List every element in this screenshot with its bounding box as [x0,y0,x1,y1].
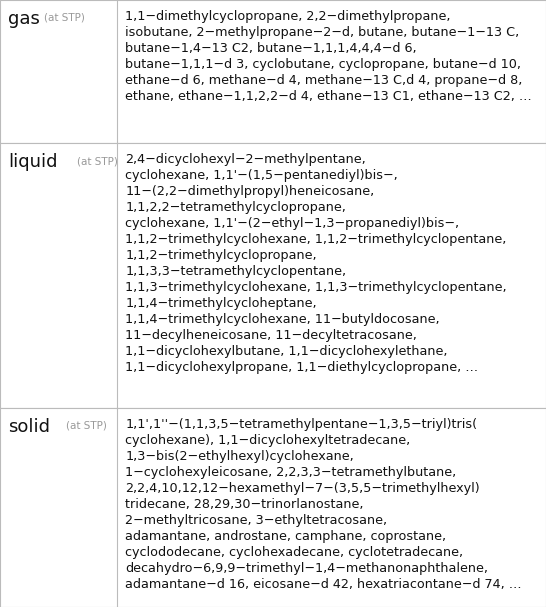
Bar [0,408,546,607]
Text: 1,1,3−trimethylcyclohexane, 1,1,3−trimethylcyclopentane,: 1,1,3−trimethylcyclohexane, 1,1,3−trimet… [126,281,507,294]
Text: liquid: liquid [8,153,57,171]
Text: 11−(2,2−dimethylpropyl)heneicosane,: 11−(2,2−dimethylpropyl)heneicosane, [126,185,375,198]
Text: isobutane, 2−methylpropane−2−d, butane, butane−1−13 C,: isobutane, 2−methylpropane−2−d, butane, … [126,26,520,39]
Text: ethane, ethane−1,1,2,2−d 4, ethane−13 C1, ethane−13 C2, …: ethane, ethane−1,1,2,2−d 4, ethane−13 C1… [126,90,532,103]
Text: ethane−d 6, methane−d 4, methane−13 C,d 4, propane−d 8,: ethane−d 6, methane−d 4, methane−13 C,d … [126,74,523,87]
Text: cyclohexane, 1,1'−(1,5−pentanediyl)bis−,: cyclohexane, 1,1'−(1,5−pentanediyl)bis−, [126,169,398,182]
Text: 1,1,2−trimethylcyclopropane,: 1,1,2−trimethylcyclopropane, [126,249,317,262]
Text: cyclohexane), 1,1−dicyclohexyltetradecane,: cyclohexane), 1,1−dicyclohexyltetradecan… [126,434,411,447]
Text: 1,1,2,2−tetramethylcyclopropane,: 1,1,2,2−tetramethylcyclopropane, [126,201,346,214]
Text: solid: solid [8,418,50,436]
Text: 1,1,3,3−tetramethylcyclopentane,: 1,1,3,3−tetramethylcyclopentane, [126,265,347,278]
Text: 2−methyltricosane, 3−ethyltetracosane,: 2−methyltricosane, 3−ethyltetracosane, [126,514,388,527]
Text: decahydro−6,9,9−trimethyl−1,4−methanonaphthalene,: decahydro−6,9,9−trimethyl−1,4−methanonap… [126,561,488,575]
Text: 1,1−dimethylcyclopropane, 2,2−dimethylpropane,: 1,1−dimethylcyclopropane, 2,2−dimethylpr… [126,10,451,23]
Text: 2,2,4,10,12,12−hexamethyl−7−(3,5,5−trimethylhexyl): 2,2,4,10,12,12−hexamethyl−7−(3,5,5−trime… [126,482,480,495]
Text: gas: gas [8,10,40,28]
Text: 1,1',1''−(1,1,3,5−tetramethylpentane−1,3,5−triyl)tris(: 1,1',1''−(1,1,3,5−tetramethylpentane−1,3… [126,418,478,431]
Text: butane−1,1,1−d 3, cyclobutane, cyclopropane, butane−d 10,: butane−1,1,1−d 3, cyclobutane, cycloprop… [126,58,521,71]
Text: (at STP): (at STP) [44,13,85,23]
Text: 11−decylheneicosane, 11−decyltetracosane,: 11−decylheneicosane, 11−decyltetracosane… [126,329,417,342]
Text: (at STP): (at STP) [66,421,107,431]
Bar [0,143,546,408]
Text: 1,1,4−trimethylcycloheptane,: 1,1,4−trimethylcycloheptane, [126,297,317,310]
Text: 1,3−bis(2−ethylhexyl)cyclohexane,: 1,3−bis(2−ethylhexyl)cyclohexane, [126,450,354,463]
Text: cyclohexane, 1,1'−(2−ethyl−1,3−propanediyl)bis−,: cyclohexane, 1,1'−(2−ethyl−1,3−propanedi… [126,217,460,230]
Text: 1,1−dicyclohexylpropane, 1,1−diethylcyclopropane, …: 1,1−dicyclohexylpropane, 1,1−diethylcycl… [126,361,478,374]
Text: cyclododecane, cyclohexadecane, cyclotetradecane,: cyclododecane, cyclohexadecane, cyclotet… [126,546,464,559]
Text: 1−cyclohexyleicosane, 2,2,3,3−tetramethylbutane,: 1−cyclohexyleicosane, 2,2,3,3−tetramethy… [126,466,456,479]
Text: tridecane, 28,29,30−trinorlanostane,: tridecane, 28,29,30−trinorlanostane, [126,498,364,511]
Text: 1,1−dicyclohexylbutane, 1,1−dicyclohexylethane,: 1,1−dicyclohexylbutane, 1,1−dicyclohexyl… [126,345,448,358]
Text: adamantane, androstane, camphane, coprostane,: adamantane, androstane, camphane, copros… [126,530,447,543]
Text: adamantane−d 16, eicosane−d 42, hexatriacontane−d 74, …: adamantane−d 16, eicosane−d 42, hexatria… [126,578,522,591]
Text: (at STP): (at STP) [77,156,118,166]
Text: 1,1,4−trimethylcyclohexane, 11−butyldocosane,: 1,1,4−trimethylcyclohexane, 11−butyldoco… [126,313,440,326]
Text: butane−1,4−13 C2, butane−1,1,1,4,4,4−d 6,: butane−1,4−13 C2, butane−1,1,1,4,4,4−d 6… [126,42,417,55]
Text: 1,1,2−trimethylcyclohexane, 1,1,2−trimethylcyclopentane,: 1,1,2−trimethylcyclohexane, 1,1,2−trimet… [126,233,507,246]
Text: 2,4−dicyclohexyl−2−methylpentane,: 2,4−dicyclohexyl−2−methylpentane, [126,153,366,166]
Bar [0,0,546,143]
